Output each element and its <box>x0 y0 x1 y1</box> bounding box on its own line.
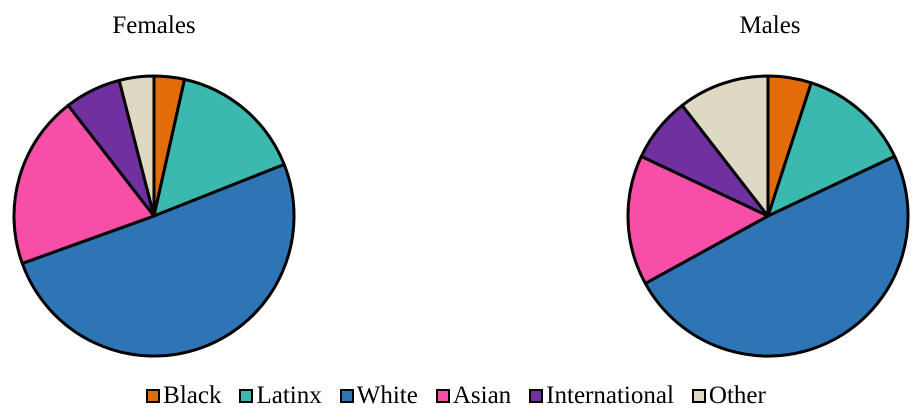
legend-item-other: Other <box>691 382 766 410</box>
pie-slice-males-latinx <box>766 81 897 218</box>
pie-slice-females-other <box>117 74 156 218</box>
legend-swatch-other <box>691 389 706 403</box>
pie-slice-males-asian <box>626 154 770 285</box>
legend-label-international: International <box>546 382 674 409</box>
legend-item-latinx: Latinx <box>239 382 322 410</box>
legend-item-asian: Asian <box>435 382 512 410</box>
legend-swatch-asian <box>435 389 450 403</box>
legend-item-white: White <box>339 382 418 410</box>
legend-label-other: Other <box>708 382 766 409</box>
chart-title-males: Males <box>739 12 801 39</box>
legend: Black Latinx White Asian International O… <box>0 382 912 410</box>
pie-chart-females <box>12 74 296 358</box>
legend-item-black: Black <box>146 382 221 410</box>
pie-slice-females-asian <box>12 103 156 265</box>
legend-label-black: Black <box>163 382 222 409</box>
pie-chart-males <box>626 74 910 358</box>
legend-swatch-latinx <box>239 389 254 403</box>
legend-swatch-white <box>339 389 354 403</box>
pie-slice-females-white <box>20 162 296 358</box>
pie-slice-females-latinx <box>152 77 286 218</box>
legend-label-latinx: Latinx <box>256 382 322 409</box>
legend-swatch-black <box>146 389 161 403</box>
legend-item-international: International <box>529 382 674 410</box>
pie-slice-males-white <box>643 154 910 358</box>
legend-label-asian: Asian <box>452 382 512 409</box>
legend-swatch-international <box>529 389 544 403</box>
legend-label-white: White <box>356 382 418 409</box>
chart-title-females: Females <box>112 12 196 39</box>
pie-slice-males-other <box>680 74 770 218</box>
